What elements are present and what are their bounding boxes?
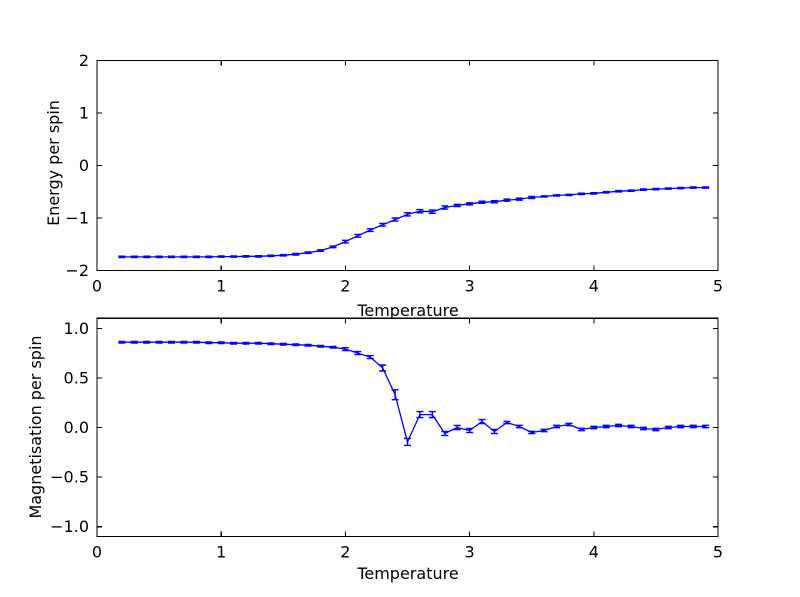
error-bars (118, 186, 710, 259)
data-line (121, 186, 706, 258)
axis-ticks (96, 59, 719, 272)
x-tick-label: 2 (340, 277, 350, 296)
axis-ticks (96, 318, 719, 537)
x-tick-label: 1 (216, 277, 226, 296)
x-tick-label: 0 (92, 277, 102, 296)
x-tick-label: 5 (713, 277, 723, 296)
x-tick-label: 2 (340, 543, 350, 562)
bottom-plot: 0 1 2 3 4 5 1.0 0.5 0.0 −0.5 −1.0 (50, 317, 723, 562)
top-plot-xlabel: Temperature (357, 301, 459, 320)
y-tick-label: −1 (65, 209, 89, 228)
y-tick-label: 1 (79, 104, 89, 123)
bottom-plot-xlabel: Temperature (357, 564, 459, 583)
y-tick-label: 2 (79, 51, 89, 70)
y-tick-label: −2 (65, 261, 89, 280)
plot-area (97, 60, 718, 271)
y-tick-label: 0 (79, 156, 89, 175)
x-tick-label: 3 (465, 543, 475, 562)
axes-frame (96, 59, 719, 272)
error-bars (118, 340, 710, 447)
x-tick-label: 4 (589, 277, 599, 296)
x-tick-label: 5 (713, 543, 723, 562)
bottom-plot-ylabel: Magnetisation per spin (26, 335, 45, 519)
y-tick-label: −0.5 (50, 468, 89, 487)
top-plot-ylabel: Energy per spin (44, 100, 63, 226)
x-tick-label: 3 (465, 277, 475, 296)
y-tick-label: 0.5 (64, 368, 89, 387)
x-tick-label: 0 (92, 543, 102, 562)
data-line (121, 341, 706, 443)
plot-area (97, 318, 718, 537)
top-plot: 0 1 2 3 4 5 2 1 0 −1 −2 (65, 51, 723, 296)
x-tick-label: 1 (216, 543, 226, 562)
x-tick-label: 4 (589, 543, 599, 562)
y-tick-label: 0.0 (64, 418, 89, 437)
axes-frame (96, 317, 719, 538)
y-tick-label: −1.0 (50, 517, 89, 536)
y-tick-label: 1.0 (64, 319, 89, 338)
